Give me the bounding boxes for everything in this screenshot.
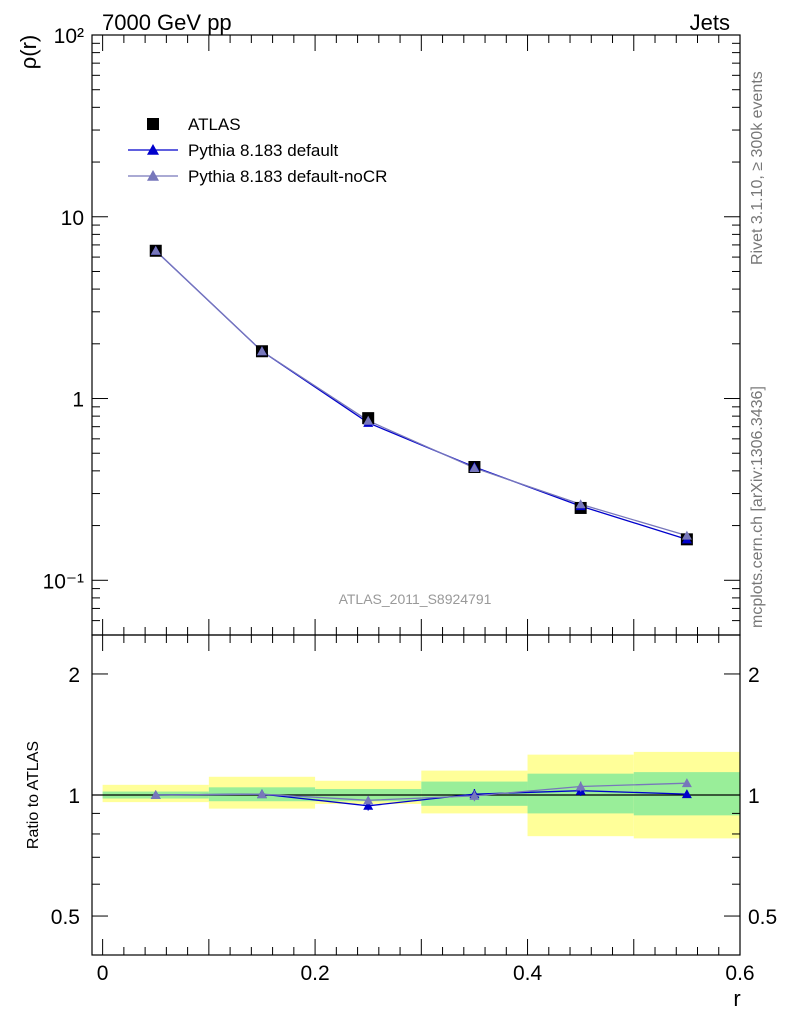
ratio-y-tick-label: 0.5 bbox=[51, 906, 80, 929]
data-point-triangle bbox=[150, 245, 161, 255]
x-tick-label: 0.6 bbox=[725, 962, 754, 985]
ratio-panel: 0 0.2 0.4 0.6 0.5 0.5 1 1 2 2 bbox=[51, 634, 777, 985]
data-point-triangle bbox=[256, 346, 267, 356]
rivet-version-label: Rivet 3.1.10, ≥ 300k events bbox=[749, 71, 766, 265]
ratio-y-tick-label-right: 2 bbox=[748, 664, 760, 687]
data-point-square bbox=[147, 118, 159, 130]
data-point-triangle bbox=[147, 170, 159, 181]
data-point-triangle bbox=[681, 789, 692, 799]
ratio-y-tick-label: 2 bbox=[68, 664, 80, 687]
main-y-tick-label: 10⁻¹ bbox=[43, 570, 84, 593]
data-point-triangle bbox=[681, 530, 692, 540]
x-tick-label: 0.4 bbox=[513, 962, 543, 985]
series-line bbox=[155, 250, 688, 540]
main-y-tick-label: 1 bbox=[72, 389, 84, 412]
legend: ATLAS Pythia 8.183 default Pythia 8.183 de… bbox=[128, 115, 387, 186]
legend-label: ATLAS bbox=[188, 115, 241, 134]
mcplots-reference-label: mcplots.cern.ch [arXiv:1306.3436] bbox=[749, 386, 766, 628]
main-y-axis-title: ρ(r) bbox=[16, 35, 41, 70]
ratio-y-tick-label: 1 bbox=[68, 785, 80, 808]
ratio-series-line bbox=[155, 782, 687, 801]
data-point-triangle bbox=[363, 800, 374, 810]
series-line bbox=[155, 250, 688, 537]
x-axis-title: r bbox=[733, 986, 740, 1011]
header-energy-label: 7000 GeV pp bbox=[102, 10, 232, 35]
data-point-triangle bbox=[469, 790, 480, 800]
data-point-triangle bbox=[363, 415, 374, 425]
data-point-triangle bbox=[575, 499, 586, 509]
data-point-triangle bbox=[681, 778, 692, 788]
x-tick-label: 0.2 bbox=[300, 962, 329, 985]
main-y-tick-label: 10² bbox=[54, 25, 84, 48]
ratio-y-tick-label-right: 0.5 bbox=[748, 906, 777, 929]
x-tick-label: 0 bbox=[97, 962, 109, 985]
ratio-y-tick-label-right: 1 bbox=[748, 785, 760, 808]
data-point-triangle bbox=[147, 144, 159, 155]
analysis-id-label: ATLAS_2011_S8924791 bbox=[339, 591, 492, 607]
main-y-tick-label: 10 bbox=[61, 207, 84, 230]
legend-label: Pythia 8.183 default-noCR bbox=[188, 167, 387, 186]
legend-label: Pythia 8.183 default bbox=[188, 141, 339, 160]
ratio-y-axis-title: Ratio to ATLAS bbox=[25, 741, 42, 849]
data-point-triangle bbox=[469, 462, 480, 472]
data-point-triangle bbox=[150, 790, 161, 799]
data-point-triangle bbox=[363, 795, 374, 805]
data-point-triangle bbox=[575, 781, 586, 791]
header-process-label: Jets bbox=[690, 10, 730, 35]
data-point-triangle bbox=[256, 789, 267, 799]
